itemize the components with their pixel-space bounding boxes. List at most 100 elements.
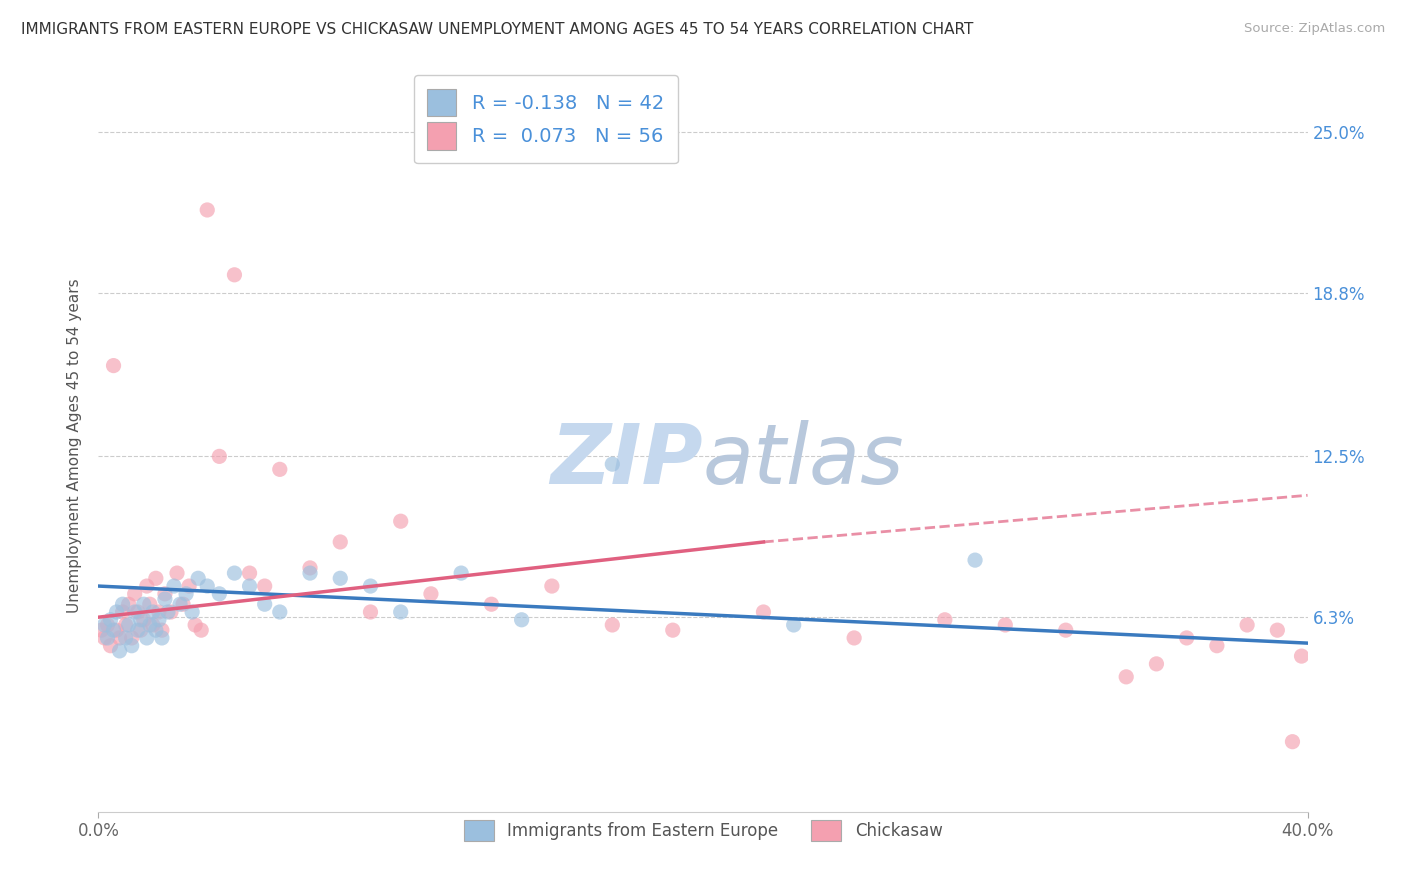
- Point: [1291, 649, 1313, 664]
- Point: [184, 618, 207, 632]
- Point: [169, 597, 191, 611]
- Point: [253, 597, 276, 611]
- Point: [124, 605, 146, 619]
- Point: [132, 613, 155, 627]
- Point: [1267, 623, 1289, 637]
- Point: [481, 597, 503, 611]
- Point: [450, 566, 472, 580]
- Point: [163, 579, 186, 593]
- Point: [1236, 618, 1258, 632]
- Point: [253, 579, 276, 593]
- Point: [121, 631, 143, 645]
- Point: [1115, 670, 1137, 684]
- Point: [965, 553, 987, 567]
- Point: [124, 587, 146, 601]
- Point: [174, 587, 197, 601]
- Point: [114, 631, 136, 645]
- Point: [108, 644, 131, 658]
- Point: [329, 571, 352, 585]
- Point: [150, 631, 173, 645]
- Point: [135, 579, 157, 593]
- Point: [1281, 734, 1303, 748]
- Point: [752, 605, 775, 619]
- Point: [150, 623, 173, 637]
- Point: [934, 613, 956, 627]
- Point: [166, 566, 188, 580]
- Point: [114, 618, 136, 632]
- Text: atlas: atlas: [703, 420, 904, 501]
- Point: [145, 623, 167, 637]
- Point: [661, 623, 683, 637]
- Point: [299, 566, 322, 580]
- Point: [129, 613, 152, 627]
- Point: [111, 605, 134, 619]
- Text: Source: ZipAtlas.com: Source: ZipAtlas.com: [1244, 22, 1385, 36]
- Point: [420, 587, 443, 601]
- Point: [100, 639, 122, 653]
- Point: [103, 359, 125, 373]
- Point: [153, 587, 176, 601]
- Point: [540, 579, 562, 593]
- Point: [105, 605, 128, 619]
- Point: [108, 631, 131, 645]
- Point: [360, 579, 382, 593]
- Point: [224, 566, 246, 580]
- Point: [1054, 623, 1077, 637]
- Point: [103, 623, 125, 637]
- Point: [118, 618, 141, 632]
- Point: [269, 462, 291, 476]
- Point: [127, 605, 149, 619]
- Point: [1175, 631, 1198, 645]
- Point: [844, 631, 866, 645]
- Point: [90, 623, 112, 637]
- Point: [181, 605, 204, 619]
- Y-axis label: Unemployment Among Ages 45 to 54 years: Unemployment Among Ages 45 to 54 years: [67, 278, 83, 614]
- Point: [602, 618, 624, 632]
- Point: [96, 631, 118, 645]
- Point: [153, 592, 176, 607]
- Point: [994, 618, 1017, 632]
- Point: [389, 514, 412, 528]
- Text: IMMIGRANTS FROM EASTERN EUROPE VS CHICKASAW UNEMPLOYMENT AMONG AGES 45 TO 54 YEA: IMMIGRANTS FROM EASTERN EUROPE VS CHICKA…: [21, 22, 973, 37]
- Text: ZIP: ZIP: [550, 420, 703, 501]
- Point: [360, 605, 382, 619]
- Point: [172, 597, 194, 611]
- Point: [190, 623, 212, 637]
- Point: [135, 631, 157, 645]
- Point: [224, 268, 246, 282]
- Point: [142, 618, 165, 632]
- Point: [100, 613, 122, 627]
- Point: [783, 618, 806, 632]
- Point: [239, 579, 262, 593]
- Point: [142, 605, 165, 619]
- Point: [208, 587, 231, 601]
- Point: [148, 605, 170, 619]
- Point: [187, 571, 209, 585]
- Point: [329, 535, 352, 549]
- Point: [148, 613, 170, 627]
- Point: [269, 605, 291, 619]
- Point: [118, 597, 141, 611]
- Point: [96, 618, 118, 632]
- Point: [139, 597, 162, 611]
- Point: [105, 623, 128, 637]
- Point: [145, 571, 167, 585]
- Point: [1206, 639, 1229, 653]
- Point: [179, 579, 201, 593]
- Point: [93, 631, 115, 645]
- Point: [208, 450, 231, 464]
- Point: [129, 623, 152, 637]
- Point: [156, 605, 179, 619]
- Point: [195, 202, 218, 217]
- Point: [93, 618, 115, 632]
- Point: [132, 597, 155, 611]
- Legend: Immigrants from Eastern Europe, Chickasaw: Immigrants from Eastern Europe, Chickasa…: [457, 814, 949, 847]
- Point: [139, 618, 162, 632]
- Point: [239, 566, 262, 580]
- Point: [389, 605, 412, 619]
- Point: [160, 605, 183, 619]
- Point: [1144, 657, 1167, 671]
- Point: [299, 561, 322, 575]
- Point: [602, 457, 624, 471]
- Point: [127, 623, 149, 637]
